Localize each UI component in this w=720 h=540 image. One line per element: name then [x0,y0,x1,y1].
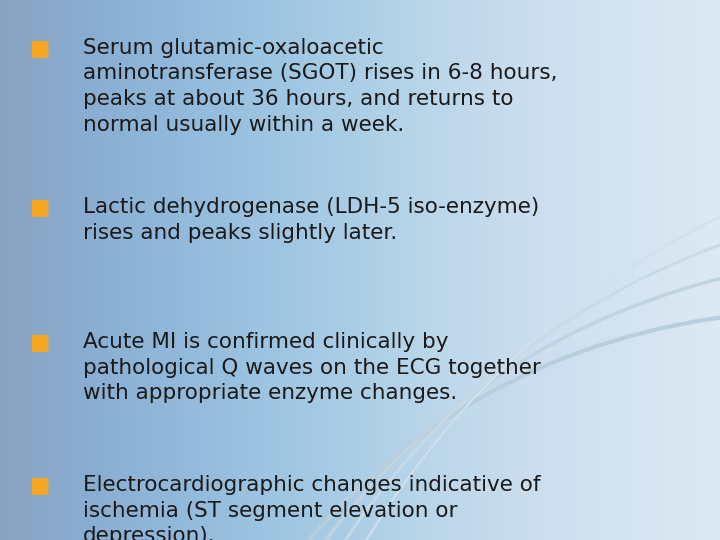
Text: ■: ■ [29,332,49,352]
Text: Electrocardiographic changes indicative of
ischemia (ST segment elevation or
dep: Electrocardiographic changes indicative … [83,475,540,540]
Text: ■: ■ [29,197,49,217]
Text: ■: ■ [29,38,49,58]
Text: ■: ■ [29,475,49,495]
Text: Serum glutamic-oxaloacetic
aminotransferase (SGOT) rises in 6-8 hours,
peaks at : Serum glutamic-oxaloacetic aminotransfer… [83,38,557,134]
Text: Acute MI is confirmed clinically by
pathological Q waves on the ECG together
wit: Acute MI is confirmed clinically by path… [83,332,541,403]
Text: Lactic dehydrogenase (LDH-5 iso-enzyme)
rises and peaks slightly later.: Lactic dehydrogenase (LDH-5 iso-enzyme) … [83,197,539,242]
